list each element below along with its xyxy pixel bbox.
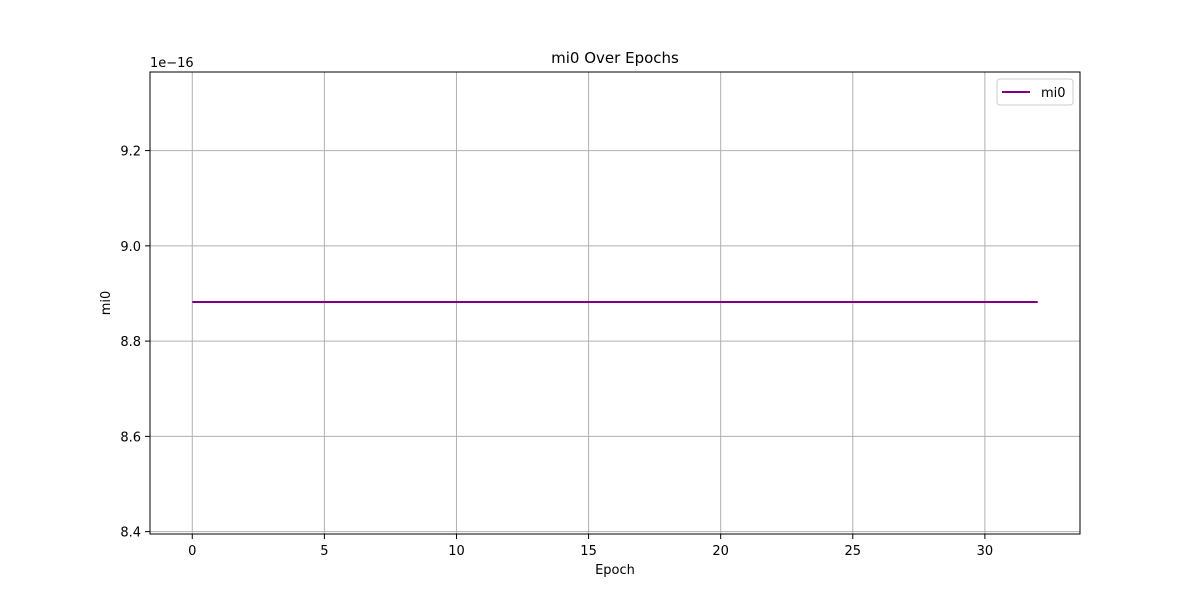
y-axis-label: mi0 <box>99 291 114 316</box>
x-tick-label: 10 <box>448 544 465 559</box>
legend: mi0 <box>996 78 1074 106</box>
y-axis-offset-label: 1e−16 <box>150 56 194 71</box>
x-tick-label: 15 <box>580 544 597 559</box>
y-tick-label: 8.8 <box>120 335 141 350</box>
x-axis: 0 5 10 15 20 25 30 <box>188 534 993 559</box>
legend-label-mi0: mi0 <box>1041 86 1066 101</box>
y-tick-label: 9.0 <box>120 240 141 255</box>
y-tick-label: 9.2 <box>120 145 141 160</box>
x-tick-label: 5 <box>320 544 328 559</box>
y-axis: 8.4 8.6 8.8 9.0 9.2 <box>120 145 150 541</box>
y-tick-label: 8.6 <box>120 430 141 445</box>
x-tick-label: 25 <box>845 544 862 559</box>
plot-frame <box>149 71 1081 535</box>
legend-box <box>996 78 1074 106</box>
x-tick-label: 30 <box>977 544 994 559</box>
chart-title: mi0 Over Epochs <box>551 49 679 67</box>
x-tick-label: 20 <box>712 544 729 559</box>
y-tick-label: 8.4 <box>120 526 141 541</box>
x-tick-label: 0 <box>188 544 196 559</box>
x-axis-label: Epoch <box>595 563 635 578</box>
